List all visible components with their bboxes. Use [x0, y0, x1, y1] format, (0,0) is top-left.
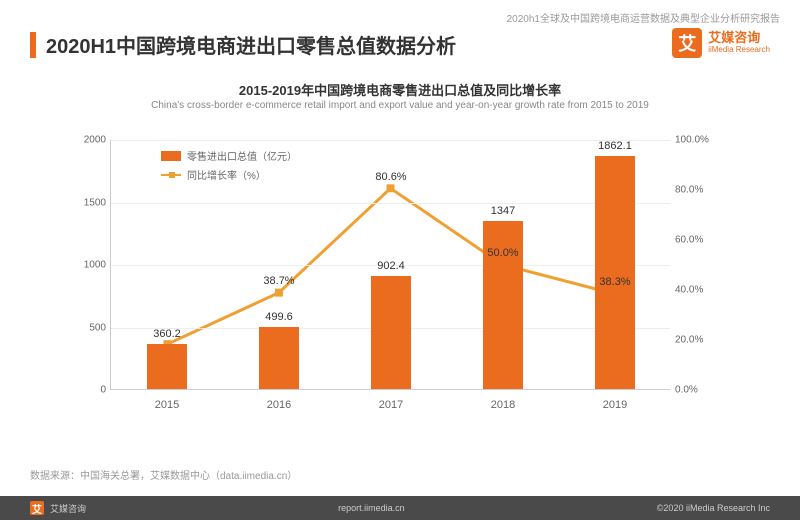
bar-value-label: 1862.1 [575, 140, 655, 152]
bar-value-label: 902.4 [351, 260, 431, 272]
legend-bar: 零售进出口总值（亿元） [161, 148, 297, 163]
footer-brand: 艾媒咨询 [50, 502, 86, 515]
chart-area: 零售进出口总值（亿元） 同比增长率（%） 05001000150020000.0… [70, 130, 710, 430]
footer-copyright: ©2020 iiMedia Research Inc [657, 503, 770, 513]
legend-line-label: 同比增长率（%） [187, 167, 266, 182]
page-title: 2020H1中国跨境电商进出口零售总值数据分析 [46, 30, 456, 59]
x-tick-label: 2017 [361, 399, 421, 411]
chart-title-cn: 2015-2019年中国跨境电商零售进出口总值及同比增长率 [0, 80, 800, 99]
y-left-tick: 1000 [71, 260, 106, 271]
y-right-tick: 80.0% [675, 185, 720, 196]
footer-logo-icon: 艾 [30, 501, 44, 515]
bar-value-label: 1347 [463, 205, 543, 217]
legend-bar-swatch [161, 151, 181, 161]
y-left-tick: 0 [71, 385, 106, 396]
y-right-tick: 20.0% [675, 335, 720, 346]
brand-name-cn: 艾媒咨询 [708, 31, 770, 45]
x-tick-label: 2019 [585, 399, 645, 411]
legend-bar-label: 零售进出口总值（亿元） [187, 148, 297, 163]
bar [371, 276, 410, 389]
growth-label: 50.0% [487, 247, 518, 259]
brand-logo-icon: 艾 [672, 28, 702, 58]
chart-title-en: China's cross-border e-commerce retail i… [0, 100, 800, 111]
bar-value-label: 360.2 [127, 328, 207, 340]
growth-label: 38.3% [599, 276, 630, 288]
brand-logo: 艾 艾媒咨询 iiMedia Research [672, 28, 770, 58]
bar [259, 327, 298, 389]
x-tick-label: 2018 [473, 399, 533, 411]
bar-value-label: 499.6 [239, 311, 319, 323]
growth-label: 80.6% [375, 171, 406, 183]
y-right-tick: 60.0% [675, 235, 720, 246]
brand-name-en: iiMedia Research [708, 46, 770, 55]
x-tick-label: 2016 [249, 399, 309, 411]
x-tick-label: 2015 [137, 399, 197, 411]
bar [595, 156, 634, 389]
title-accent [30, 32, 36, 58]
y-left-tick: 1500 [71, 197, 106, 208]
y-right-tick: 40.0% [675, 285, 720, 296]
y-right-tick: 0.0% [675, 385, 720, 396]
header-note: 2020h1全球及中国跨境电商运营数据及典型企业分析研究报告 [507, 10, 780, 25]
y-right-tick: 100.0% [675, 135, 720, 146]
legend-line-swatch [161, 174, 181, 176]
footer-link: report.iimedia.cn [338, 503, 405, 513]
footer-logo: 艾 艾媒咨询 [30, 501, 86, 515]
legend: 零售进出口总值（亿元） 同比增长率（%） [161, 148, 297, 186]
bar [483, 221, 522, 389]
growth-label: 38.7% [263, 275, 294, 287]
y-left-tick: 2000 [71, 135, 106, 146]
bar [147, 344, 186, 389]
title-bar: 2020H1中国跨境电商进出口零售总值数据分析 [30, 30, 456, 59]
footer: 艾 艾媒咨询 report.iimedia.cn ©2020 iiMedia R… [0, 496, 800, 520]
data-source: 数据来源：中国海关总署，艾媒数据中心（data.iimedia.cn） [30, 467, 297, 482]
plot-region: 零售进出口总值（亿元） 同比增长率（%） 05001000150020000.0… [110, 140, 670, 390]
legend-line: 同比增长率（%） [161, 167, 297, 182]
grid-line [111, 203, 670, 204]
y-left-tick: 500 [71, 322, 106, 333]
